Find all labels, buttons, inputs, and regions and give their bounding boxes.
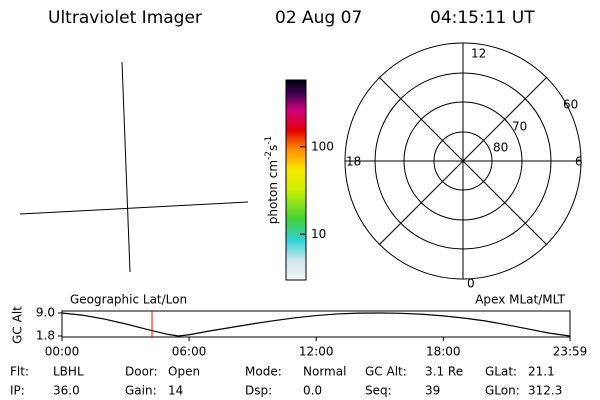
x-tick-label: 06:00 — [172, 345, 207, 359]
colorbar — [285, 79, 307, 281]
y-tick-label: 1.8 — [36, 329, 55, 343]
status-label: GLat: — [485, 365, 517, 379]
x-tick-label: 18:00 — [426, 345, 461, 359]
status-label: Mode: — [245, 365, 282, 379]
date: 02 Aug 07 — [275, 8, 362, 28]
lat-label: 80 — [493, 141, 508, 155]
time: 04:15:11 UT — [430, 8, 535, 28]
status-value: 312.3 — [528, 384, 562, 398]
geo-crosshair — [19, 61, 249, 273]
status-value: 0.0 — [303, 384, 322, 398]
status-label: Seq: — [365, 384, 392, 398]
x-tick-label: 12:00 — [299, 345, 334, 359]
mlt-label: 12 — [471, 47, 486, 61]
colorbar-tick-label: 10 — [311, 227, 326, 241]
mlt-label: 6 — [575, 155, 583, 169]
status-label: Gain: — [125, 384, 157, 398]
x-tick-label: 00:00 — [45, 345, 80, 359]
status-label: Door: — [125, 365, 158, 379]
label-part: s — [266, 145, 280, 151]
colorbar-label: photon cm-2s-1 — [264, 136, 280, 225]
y-axis-label: GC Alt — [11, 306, 25, 344]
label-part: photon cm — [266, 160, 280, 224]
status-value: LBHL — [53, 365, 84, 379]
lat-label: 60 — [563, 98, 578, 112]
status-value: 39 — [425, 384, 440, 398]
status-value: Normal — [303, 365, 346, 379]
status-value: 21.1 — [528, 365, 555, 379]
status-label: IP: — [10, 384, 25, 398]
status-value: 3.1 Re — [425, 365, 463, 379]
status-label: Flt: — [10, 365, 29, 379]
status-value: 14 — [168, 384, 183, 398]
label-part: -1 — [264, 136, 274, 145]
lat-label: 70 — [512, 120, 527, 134]
x-tick-label: 23:59 — [553, 345, 588, 359]
altitude-curve — [61, 312, 571, 337]
status-label: GLon: — [485, 384, 520, 398]
label-part: -2 — [264, 151, 274, 160]
right-label: Apex MLat/MLT — [475, 293, 565, 307]
title: Ultraviolet Imager — [48, 8, 202, 28]
status-value: Open — [168, 365, 200, 379]
left-label: Geographic Lat/Lon — [70, 293, 187, 307]
polar-grid — [344, 42, 582, 280]
status-label: Dsp: — [245, 384, 272, 398]
status-value: 36.0 — [53, 384, 80, 398]
mlt-label: 0 — [467, 277, 475, 291]
mlt-label: 18 — [346, 155, 361, 169]
y-tick-label: 9.0 — [36, 306, 55, 320]
status-label: GC Alt: — [365, 365, 407, 379]
plot-frame — [61, 310, 571, 338]
colorbar-tick-label: 100 — [311, 139, 334, 153]
